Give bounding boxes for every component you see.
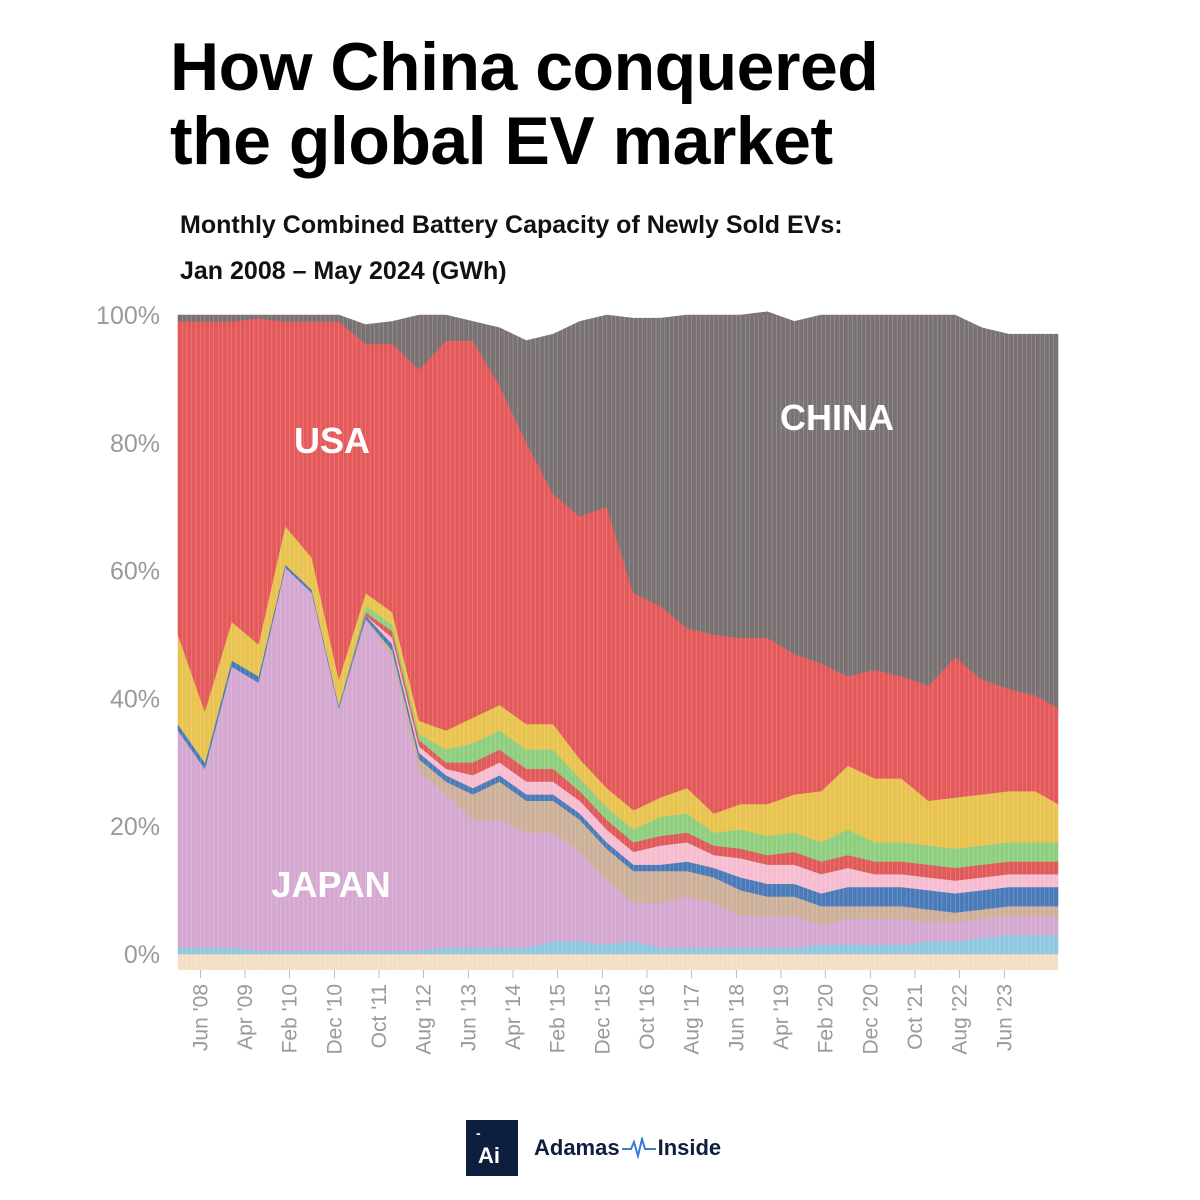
- y-tick-label: 100%: [96, 302, 160, 330]
- series-annotations: USA CHINA JAPAN: [271, 397, 894, 905]
- chart-subtitle: Monthly Combined Battery Capacity of New…: [180, 202, 1080, 294]
- brand-mark-dash: -: [476, 1125, 481, 1141]
- x-tick-label: Oct '11: [368, 984, 391, 1048]
- x-tick-label: Jun '13: [458, 984, 481, 1051]
- area-layers: [177, 311, 1059, 970]
- x-tick-label: Aug '17: [680, 984, 703, 1055]
- x-tick-label: Oct '16: [636, 984, 659, 1050]
- x-tick-label: Dec '10: [324, 984, 347, 1055]
- x-tick-label: Dec '15: [592, 984, 615, 1055]
- annotation-china: CHINA: [780, 397, 894, 438]
- chart-title: How China conquered the global EV market: [170, 30, 1130, 178]
- brand-name-right: Inside: [657, 1135, 722, 1160]
- brand-mark-text: Ai: [478, 1143, 500, 1168]
- title-line-2: the global EV market: [170, 103, 833, 179]
- x-tick-label: Apr '09: [234, 984, 257, 1050]
- y-tick-label: 80%: [110, 430, 160, 458]
- heartbeat-icon: [621, 1137, 656, 1159]
- y-tick-label: 0%: [124, 941, 160, 969]
- x-tick-label: Jun '08: [190, 984, 213, 1051]
- y-tick-label: 20%: [110, 813, 160, 841]
- x-tick-label: Jun '23: [993, 984, 1016, 1051]
- x-tick-label: Apr '14: [502, 984, 525, 1050]
- month-stripes: [182, 315, 1054, 970]
- brand-name: Adamas Inside: [534, 1135, 721, 1161]
- brand-name-left: Adamas: [534, 1135, 620, 1160]
- annotation-japan: JAPAN: [271, 864, 390, 905]
- subtitle-line-2: Jan 2008 – May 2024 (GWh): [180, 257, 507, 285]
- y-tick-label: 60%: [110, 558, 160, 586]
- y-axis: 100% 80% 60% 40% 20% 0%: [96, 302, 160, 969]
- x-tick-label: Oct '21: [904, 984, 927, 1050]
- x-tick-label: Feb '20: [814, 984, 837, 1053]
- x-tick-label: Feb '15: [546, 984, 569, 1053]
- x-axis: Jun '08 Apr '09 Feb '10 Dec '10 Oct '11 Aug '…: [190, 970, 1016, 1055]
- x-tick-label: Feb '10: [279, 984, 302, 1053]
- x-tick-label: Aug '12: [413, 984, 436, 1055]
- title-line-1: How China conquered: [170, 29, 879, 105]
- x-tick-label: Apr '19: [770, 984, 793, 1050]
- brand-mark: - Ai: [466, 1120, 518, 1176]
- x-tick-label: Dec '20: [859, 984, 882, 1055]
- area-china: [177, 311, 1059, 709]
- x-tick-label: Aug '22: [948, 984, 971, 1055]
- y-tick-label: 40%: [110, 685, 160, 713]
- below-zero-strip: [178, 954, 1058, 970]
- annotation-usa: USA: [294, 420, 370, 461]
- x-tick-label: Jun '18: [725, 984, 748, 1051]
- brand-logo: - Ai Adamas Inside: [466, 1120, 721, 1176]
- subtitle-line-1: Monthly Combined Battery Capacity of New…: [180, 211, 843, 239]
